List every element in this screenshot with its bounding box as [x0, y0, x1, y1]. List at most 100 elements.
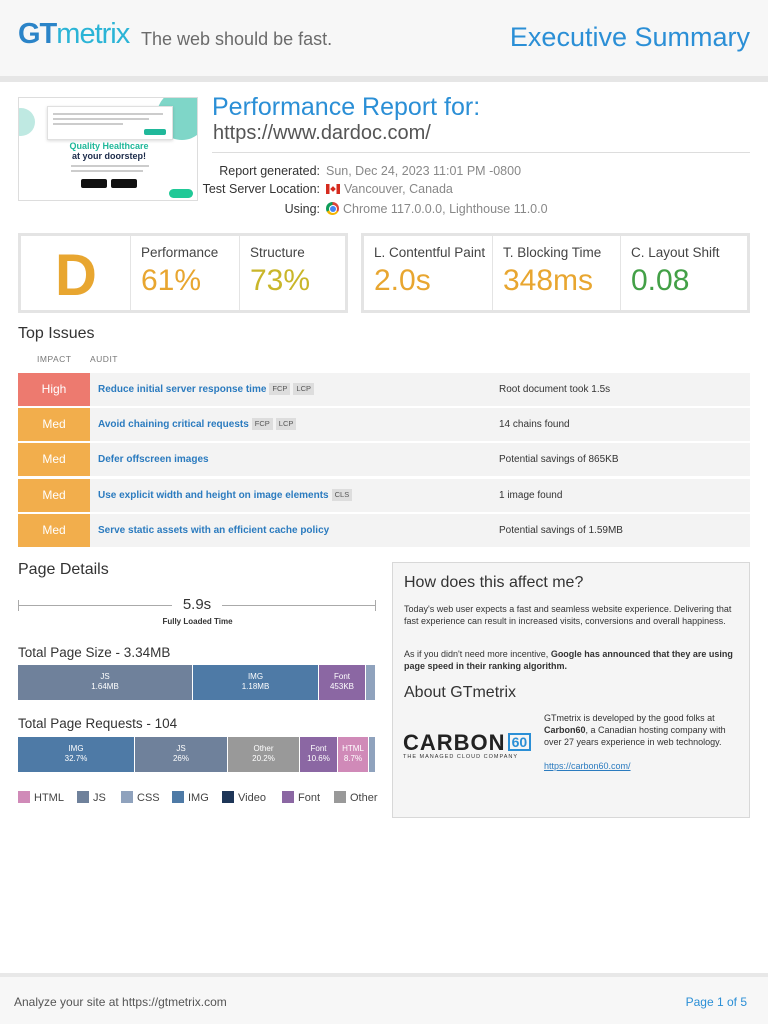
bar-segment: JS 1.64MB — [18, 665, 192, 700]
audit-link[interactable]: Avoid chaining critical requests — [98, 419, 249, 430]
legend-label: HTML — [34, 792, 64, 804]
meta-server-location: Test Server Location: Vancouver, Canada — [203, 182, 712, 200]
legend-label: JS — [93, 792, 106, 804]
page-size-bar: JS 1.64MB IMG 1.18MB Font 453KB — [18, 665, 375, 700]
segment-value: 26% — [172, 754, 189, 763]
page-size-title: Total Page Size - 3.34MB — [18, 645, 171, 660]
chrome-icon — [326, 202, 339, 215]
audit-column-header: AUDIT — [90, 354, 118, 364]
issue-row[interactable]: High Reduce initial server response time F… — [18, 373, 750, 406]
thumbnail-text-line — [53, 118, 149, 120]
audit-link[interactable]: Use explicit width and height on image e… — [98, 490, 329, 501]
bar-segment: Font 10.6% — [300, 737, 337, 772]
impact-badge: Med — [18, 514, 90, 547]
carbon60-link[interactable]: https://carbon60.com/ — [544, 761, 631, 771]
issue-row[interactable]: Med Use explicit width and height on imag… — [18, 479, 750, 512]
thumbnail-modal-button — [144, 129, 166, 135]
fully-loaded-value-bg — [172, 596, 222, 616]
segment-name: Other — [253, 744, 274, 753]
bar-segment: IMG 1.18MB — [193, 665, 318, 700]
meta-using: Using: Chrome 117.0.0.0, Lighthouse 11.0… — [212, 202, 712, 220]
cls-metric: C. Layout Shift 0.08 — [620, 236, 747, 310]
thumbnail-text-line — [71, 170, 143, 172]
metric-tag: FCP — [251, 418, 273, 430]
legend-swatch — [77, 791, 89, 803]
audit-link[interactable]: Serve static assets with an efficient ca… — [98, 525, 330, 536]
legend-label: Other — [350, 792, 378, 804]
issue-finding: Potential savings of 865KB — [499, 454, 619, 465]
report-divider — [212, 152, 750, 153]
carbon60-logo[interactable]: CARBON 60 THE MANAGED CLOUD COMPANY — [403, 730, 533, 760]
legend-item: CSS — [121, 791, 160, 805]
issue-finding: Potential savings of 1.59MB — [499, 525, 623, 536]
metric-value: 0.08 — [631, 264, 690, 297]
legend-swatch — [222, 791, 234, 803]
metric-value: 61% — [141, 264, 202, 297]
report-header: GTmetrix The web should be fast. Executi… — [0, 0, 768, 76]
legend-swatch — [282, 791, 294, 803]
legend-item: Video — [222, 791, 266, 805]
segment-value: 1.18MB — [241, 682, 270, 691]
audit-link[interactable]: Reduce initial server response time — [98, 384, 267, 395]
metric-label: T. Blocking Time — [503, 245, 602, 260]
site-screenshot-thumbnail: Quality Healthcare at your doorstep! — [18, 97, 198, 201]
carbon-number: 60 — [507, 733, 532, 751]
issue-row[interactable]: Med Defer offscreen images Potential savin… — [18, 443, 750, 476]
meta-label: Test Server Location: — [202, 182, 320, 196]
meta-value-wrap: Vancouver, Canada — [326, 182, 453, 196]
legend-item: HTML — [18, 791, 64, 805]
segment-name: JS — [176, 744, 186, 753]
header-divider — [0, 76, 768, 82]
legend-item: Other — [334, 791, 378, 805]
google-play-badge-icon — [81, 179, 107, 188]
issue-row[interactable]: Med Serve static assets with an efficient… — [18, 514, 750, 547]
impact-badge: High — [18, 373, 90, 406]
segment-value: 8.7% — [343, 754, 363, 763]
gtmetrix-grade: D — [55, 243, 97, 308]
metric-value: 348ms — [503, 264, 594, 297]
app-store-badge-icon — [111, 179, 137, 188]
legend-item: Font — [282, 791, 320, 805]
grade-box: D — [21, 236, 131, 310]
meta-value: Sun, Dec 24, 2023 11:01 PM -0800 — [326, 164, 522, 178]
bar-segment: Font 453KB — [319, 665, 365, 700]
legend-swatch — [121, 791, 133, 803]
issue-row[interactable]: Med Avoid chaining critical requests FCP LC… — [18, 408, 750, 441]
legend-swatch — [172, 791, 184, 803]
performance-score: Performance 61% — [131, 236, 239, 310]
thumbnail-text-line — [71, 165, 149, 167]
carbon-description: GTmetrix is developed by the good folks … — [544, 712, 742, 748]
meta-label: Report generated: — [219, 164, 320, 178]
executive-summary-title: Executive Summary — [509, 22, 750, 52]
legend-item: IMG — [172, 791, 209, 805]
legend-label: CSS — [137, 792, 160, 804]
thumbnail-decoration — [19, 108, 35, 136]
issue-finding: Root document took 1.5s — [499, 384, 611, 395]
meta-value: Vancouver, Canada — [344, 182, 453, 196]
page-footer: Analyze your site at https://gtmetrix.co… — [0, 973, 768, 1024]
segment-name: HTML — [342, 744, 364, 753]
canada-flag-icon — [326, 184, 340, 194]
impact-badge: Med — [18, 479, 90, 512]
segment-value: 20.2% — [252, 754, 275, 763]
meta-report-generated: Report generated: Sun, Dec 24, 2023 11:0… — [212, 164, 712, 182]
affect-text: As if you didn't need more incentive, — [404, 649, 551, 659]
audit-link[interactable]: Defer offscreen images — [98, 454, 209, 465]
bar-segment — [366, 665, 375, 700]
gtmetrix-logo[interactable]: GTmetrix — [18, 18, 130, 51]
audit-link-wrap: Serve static assets with an efficient ca… — [98, 514, 329, 547]
segment-name: IMG — [247, 672, 264, 681]
thumbnail-text-line — [53, 123, 123, 125]
structure-score: Structure 73% — [239, 236, 345, 310]
legend-swatch — [334, 791, 346, 803]
bar-segment: HTML 8.7% — [338, 737, 368, 772]
audit-link-wrap: Use explicit width and height on image e… — [98, 479, 353, 512]
logo-metrix: metrix — [56, 18, 130, 50]
footer-page-number: Page 1 of 5 — [685, 995, 747, 1009]
lcp-metric: L. Contentful Paint 2.0s — [364, 236, 492, 310]
legend-label: Video — [238, 792, 266, 804]
metric-tag: CLS — [331, 489, 353, 501]
report-url[interactable]: https://www.dardoc.com/ — [213, 122, 431, 144]
thumbnail-text-line — [53, 113, 163, 115]
footer-analyze-link[interactable]: Analyze your site at https://gtmetrix.co… — [14, 995, 227, 1009]
